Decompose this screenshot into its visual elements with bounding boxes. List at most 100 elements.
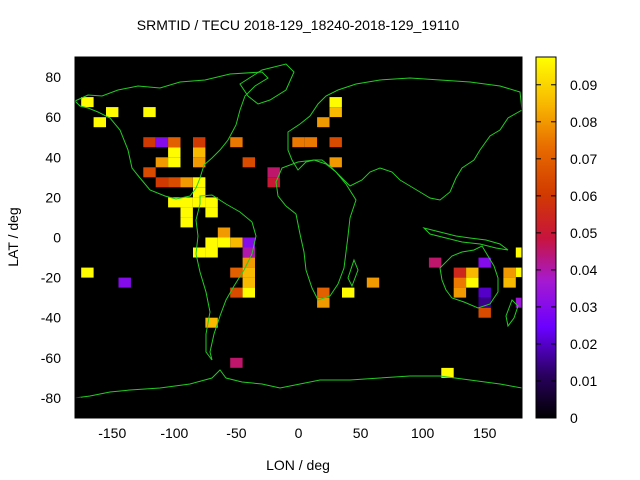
heatmap-cell bbox=[478, 307, 491, 318]
madagascar-outline bbox=[347, 258, 359, 288]
x-tick-label: 150 bbox=[473, 425, 497, 441]
y-tick-label: -60 bbox=[41, 350, 61, 366]
y-tick-label: -20 bbox=[41, 270, 61, 286]
heatmap-cells bbox=[81, 97, 522, 378]
heatmap-cell bbox=[478, 287, 491, 298]
heatmap-cell bbox=[242, 237, 255, 248]
heatmap-cell bbox=[453, 267, 467, 278]
maritime-asia-outline bbox=[422, 227, 509, 251]
heatmap-cell bbox=[143, 167, 156, 178]
x-axis: -150 -100 -50 0 50 100 150 bbox=[98, 57, 497, 441]
heatmap-cell bbox=[81, 267, 94, 278]
heatmap-cell bbox=[180, 207, 193, 218]
heatmap-cell bbox=[441, 367, 454, 378]
heatmap-cell bbox=[180, 197, 193, 208]
heatmap-cell bbox=[503, 267, 516, 278]
heatmap-cell bbox=[193, 137, 206, 148]
colorbar-tick-label: 0.09 bbox=[570, 77, 597, 93]
y-tick-label: -40 bbox=[41, 310, 61, 326]
heatmap-cell bbox=[230, 237, 243, 248]
heatmap-cell bbox=[342, 287, 355, 298]
heatmap-cell bbox=[242, 287, 255, 298]
south-america-outline bbox=[195, 194, 257, 361]
heatmap-cell bbox=[242, 277, 255, 288]
heatmap-cell bbox=[230, 287, 243, 298]
heatmap-cell bbox=[366, 277, 380, 288]
colorbar-tick-label: 0.05 bbox=[570, 225, 597, 241]
y-tick-label: 20 bbox=[45, 189, 61, 205]
heatmap-cell bbox=[193, 187, 206, 198]
chart-title: SRMTID / TECU 2018-129_18240-2018-129_19… bbox=[137, 17, 460, 33]
heatmap-cell bbox=[453, 277, 467, 288]
heatmap-cell bbox=[168, 147, 181, 158]
heatmap-cell bbox=[180, 177, 193, 188]
heatmap-cell bbox=[205, 197, 218, 208]
heatmap-cell bbox=[242, 247, 255, 258]
colorbar-tick-label: 0.08 bbox=[570, 114, 597, 130]
colorbar-ticks: 0 0.01 0.02 0.03 0.04 0.05 0.06 0.07 0.08 0.09 bbox=[536, 77, 597, 426]
heatmap-cell bbox=[193, 147, 206, 158]
heatmap-cell bbox=[304, 137, 318, 148]
x-tick-label: 50 bbox=[353, 425, 369, 441]
greenland-outline bbox=[239, 63, 295, 105]
heatmap-cell bbox=[267, 177, 280, 188]
x-tick-label: -50 bbox=[226, 425, 246, 441]
x-axis-label: LON / deg bbox=[266, 457, 330, 473]
heatmap-cell bbox=[106, 107, 119, 118]
heatmap-cell bbox=[180, 217, 193, 228]
heatmap-cell bbox=[453, 287, 467, 298]
heatmap-cell bbox=[217, 227, 231, 238]
heatmap-cell bbox=[515, 267, 522, 278]
x-tick-label: 100 bbox=[411, 425, 435, 441]
map-background bbox=[75, 57, 522, 418]
colorbar-tick-label: 0.02 bbox=[570, 336, 597, 352]
heatmap-cell bbox=[428, 257, 442, 268]
heatmap-cell bbox=[205, 247, 218, 258]
y-tick-label: 0 bbox=[53, 230, 61, 246]
heatmap-cell bbox=[317, 297, 330, 308]
heatmap-cell bbox=[329, 157, 342, 168]
y-axis-label: LAT / deg bbox=[5, 207, 21, 266]
y-tick-label: 80 bbox=[45, 69, 61, 85]
heatmap-cell bbox=[267, 167, 280, 178]
x-tick-label: -150 bbox=[98, 425, 126, 441]
heatmap-cell bbox=[292, 137, 305, 148]
heatmap-cell bbox=[515, 247, 522, 258]
heatmap-cell bbox=[168, 177, 181, 188]
heatmap-cell bbox=[515, 297, 522, 308]
y-tick-label: 40 bbox=[45, 149, 61, 165]
heatmap-cell bbox=[230, 137, 243, 148]
new-zealand-outline bbox=[505, 299, 519, 328]
africa-outline bbox=[275, 159, 357, 301]
heatmap-cell bbox=[205, 207, 218, 218]
heatmap-cell bbox=[317, 117, 330, 128]
heatmap-cell bbox=[466, 277, 479, 288]
heatmap-cell bbox=[503, 277, 516, 288]
north-america-outline bbox=[74, 71, 269, 200]
heatmap-cell bbox=[478, 257, 491, 268]
heatmap-cell bbox=[168, 157, 181, 168]
colorbar bbox=[535, 56, 557, 419]
heatmap-cell bbox=[193, 247, 206, 258]
heatmap-cell bbox=[205, 317, 218, 328]
y-axis: -80 -60 -40 -20 0 20 40 60 80 bbox=[41, 69, 522, 406]
colorbar-tick-label: 0.03 bbox=[570, 299, 597, 315]
heatmap-cell bbox=[193, 177, 206, 188]
heatmap-cell bbox=[155, 157, 169, 168]
heatmap-cell bbox=[155, 137, 169, 148]
colorbar-tick-label: 0 bbox=[570, 410, 578, 426]
heatmap-cell bbox=[329, 97, 342, 108]
heatmap-cell bbox=[317, 287, 330, 298]
colorbar-tick-label: 0.06 bbox=[570, 188, 597, 204]
heatmap-cell bbox=[466, 267, 479, 278]
heatmap-cell bbox=[230, 267, 243, 278]
heatmap-cell bbox=[478, 297, 491, 308]
heatmap-cell bbox=[329, 137, 342, 148]
colorbar-tick-label: 0.07 bbox=[570, 151, 597, 167]
colorbar-tick-label: 0.01 bbox=[570, 373, 597, 389]
heatmap-cell bbox=[93, 117, 106, 128]
heatmap-cell bbox=[193, 197, 206, 208]
y-tick-label: 60 bbox=[45, 109, 61, 125]
heatmap-cell bbox=[143, 107, 156, 118]
